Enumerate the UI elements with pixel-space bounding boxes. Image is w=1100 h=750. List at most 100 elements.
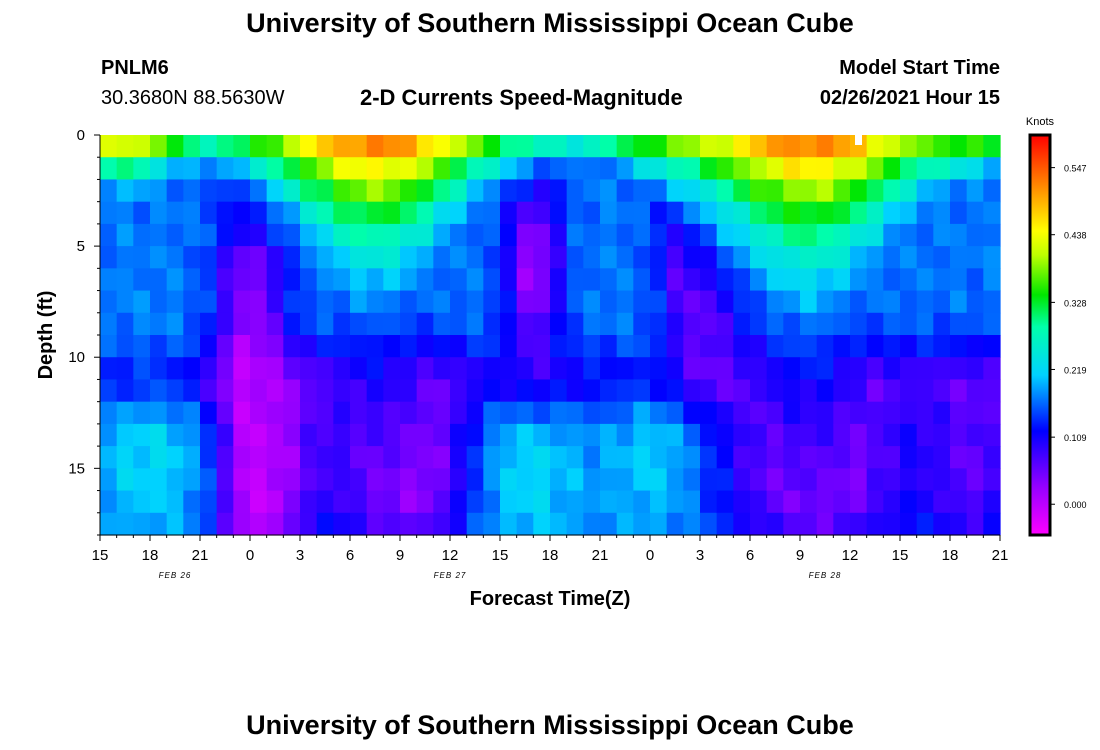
heatmap-cell [366, 512, 384, 536]
heatmap-cell [466, 223, 484, 247]
heatmap-cell [633, 379, 651, 403]
heatmap-cell [566, 379, 584, 403]
heatmap-cell [300, 379, 318, 403]
heatmap-cell [250, 223, 268, 247]
heatmap-cell [800, 201, 818, 225]
heatmap-cell [616, 423, 634, 447]
heatmap-cell [333, 201, 351, 225]
heatmap-cell [583, 268, 601, 292]
heatmap-cell [800, 490, 818, 514]
heatmap-cell [383, 201, 401, 225]
heatmap-cell [983, 357, 1001, 381]
heatmap-cell [766, 312, 784, 336]
heatmap-cell [733, 468, 751, 492]
heatmap-cell [850, 179, 868, 203]
heatmap-cell [783, 379, 801, 403]
heatmap-cell [900, 468, 918, 492]
y-tick-label: 10 [68, 349, 85, 366]
heatmap-cell [683, 401, 701, 425]
heatmap-cell [883, 335, 901, 358]
heatmap-cell [900, 135, 918, 158]
heatmap-cell [783, 223, 801, 247]
heatmap-cell [883, 468, 901, 492]
heatmap-cell [216, 179, 234, 203]
heatmap-cell [800, 157, 818, 181]
heatmap-cell [500, 312, 518, 336]
heatmap-cell [116, 201, 134, 225]
x-tick-label: 21 [192, 547, 209, 564]
heatmap-cell [566, 357, 584, 381]
heatmap-cell [450, 379, 468, 403]
heatmap-cell [316, 468, 334, 492]
heatmap-cell [716, 357, 734, 381]
heatmap-cell [433, 157, 451, 181]
heatmap-cell [300, 490, 318, 514]
heatmap-cell [100, 335, 118, 358]
heatmap-cell [383, 135, 401, 158]
heatmap-cell [283, 223, 301, 247]
heatmap-cell [850, 290, 868, 314]
heatmap-cell [900, 357, 918, 381]
heatmap-cell [850, 157, 868, 181]
heatmap-cell [333, 312, 351, 336]
heatmap-cell [366, 201, 384, 225]
heatmap-cell [400, 223, 418, 247]
heatmap-cell [400, 401, 418, 425]
heatmap-cell [500, 135, 518, 158]
heatmap-cell [383, 223, 401, 247]
heatmap-cell [100, 468, 118, 492]
heatmap-cell [366, 246, 384, 269]
colorbar-tick-label: 0.109 [1064, 433, 1087, 443]
heatmap-cell [150, 312, 168, 336]
colorbar-unit-label: Knots [1026, 116, 1055, 128]
heatmap-cell [800, 135, 818, 158]
heatmap-cell [216, 401, 234, 425]
heatmap-cell [233, 512, 251, 536]
heatmap-cell [650, 512, 668, 536]
heatmap-cell [300, 312, 318, 336]
heatmap-cell [933, 179, 951, 203]
heatmap-cell [583, 312, 601, 336]
heatmap-cell [350, 446, 368, 469]
heatmap-cell [883, 312, 901, 336]
heatmap-cell [950, 379, 968, 403]
heatmap-cell [766, 290, 784, 314]
heatmap-cell [133, 312, 151, 336]
heatmap-cell [933, 357, 951, 381]
heatmap-cell [200, 512, 218, 536]
heatmap-cell [166, 179, 184, 203]
heatmap-cell [233, 135, 251, 158]
heatmap-cell [116, 490, 134, 514]
heatmap-cell [316, 401, 334, 425]
heatmap-cell [566, 246, 584, 269]
heatmap-cell [566, 490, 584, 514]
heatmap-cell [633, 335, 651, 358]
heatmap-cell [583, 512, 601, 536]
heatmap-cell [800, 179, 818, 203]
heatmap-cell [483, 379, 501, 403]
heatmap-cell [416, 179, 434, 203]
heatmap-cell [816, 512, 834, 536]
heatmap-cell [100, 201, 118, 225]
heatmap-cell [883, 401, 901, 425]
heatmap-cell [516, 157, 534, 181]
heatmap-cell [516, 246, 534, 269]
heatmap-cell [966, 312, 984, 336]
heatmap-cell [666, 135, 684, 158]
heatmap-cell [366, 179, 384, 203]
heatmap-cell [650, 335, 668, 358]
heatmap-cell [750, 379, 768, 403]
heatmap-cell [766, 179, 784, 203]
heatmap-cell [116, 268, 134, 292]
heatmap-cell [166, 490, 184, 514]
heatmap-cell [733, 512, 751, 536]
heatmap-cell [383, 290, 401, 314]
heatmap-cell [166, 379, 184, 403]
heatmap-cell [750, 335, 768, 358]
heatmap-cell [816, 268, 834, 292]
heatmap-cell [933, 223, 951, 247]
page-title: University of Southern Mississippi Ocean… [246, 8, 854, 38]
heatmap-cell [183, 335, 201, 358]
heatmap-cell [950, 157, 968, 181]
heatmap-cell [816, 179, 834, 203]
